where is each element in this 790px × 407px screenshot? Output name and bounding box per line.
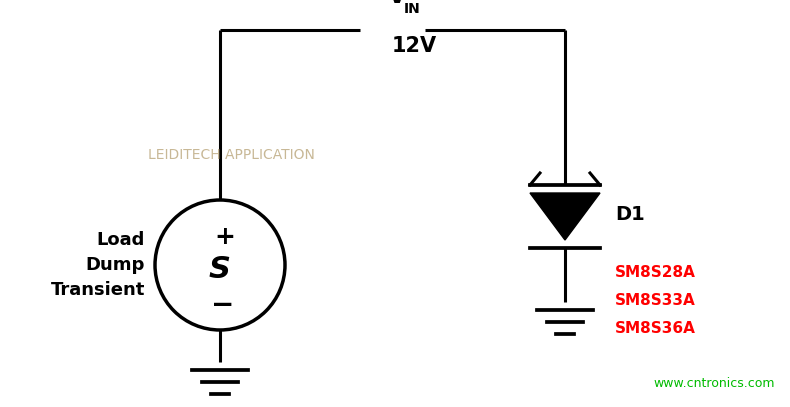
Text: www.cntronics.com: www.cntronics.com: [653, 377, 775, 390]
Text: IN: IN: [404, 2, 421, 16]
Text: +: +: [215, 225, 235, 249]
Text: SM8S28A: SM8S28A: [615, 265, 696, 280]
Text: V: V: [388, 0, 406, 8]
Text: Load
Dump
Transient: Load Dump Transient: [51, 231, 145, 299]
Text: D1: D1: [615, 206, 645, 225]
Text: 12V: 12V: [392, 36, 437, 56]
Polygon shape: [530, 193, 600, 240]
Text: −: −: [212, 291, 235, 319]
Text: S: S: [209, 256, 231, 284]
Text: SM8S36A: SM8S36A: [615, 321, 696, 336]
Text: LEIDITECH APPLICATION: LEIDITECH APPLICATION: [148, 148, 315, 162]
Text: SM8S33A: SM8S33A: [615, 293, 696, 308]
